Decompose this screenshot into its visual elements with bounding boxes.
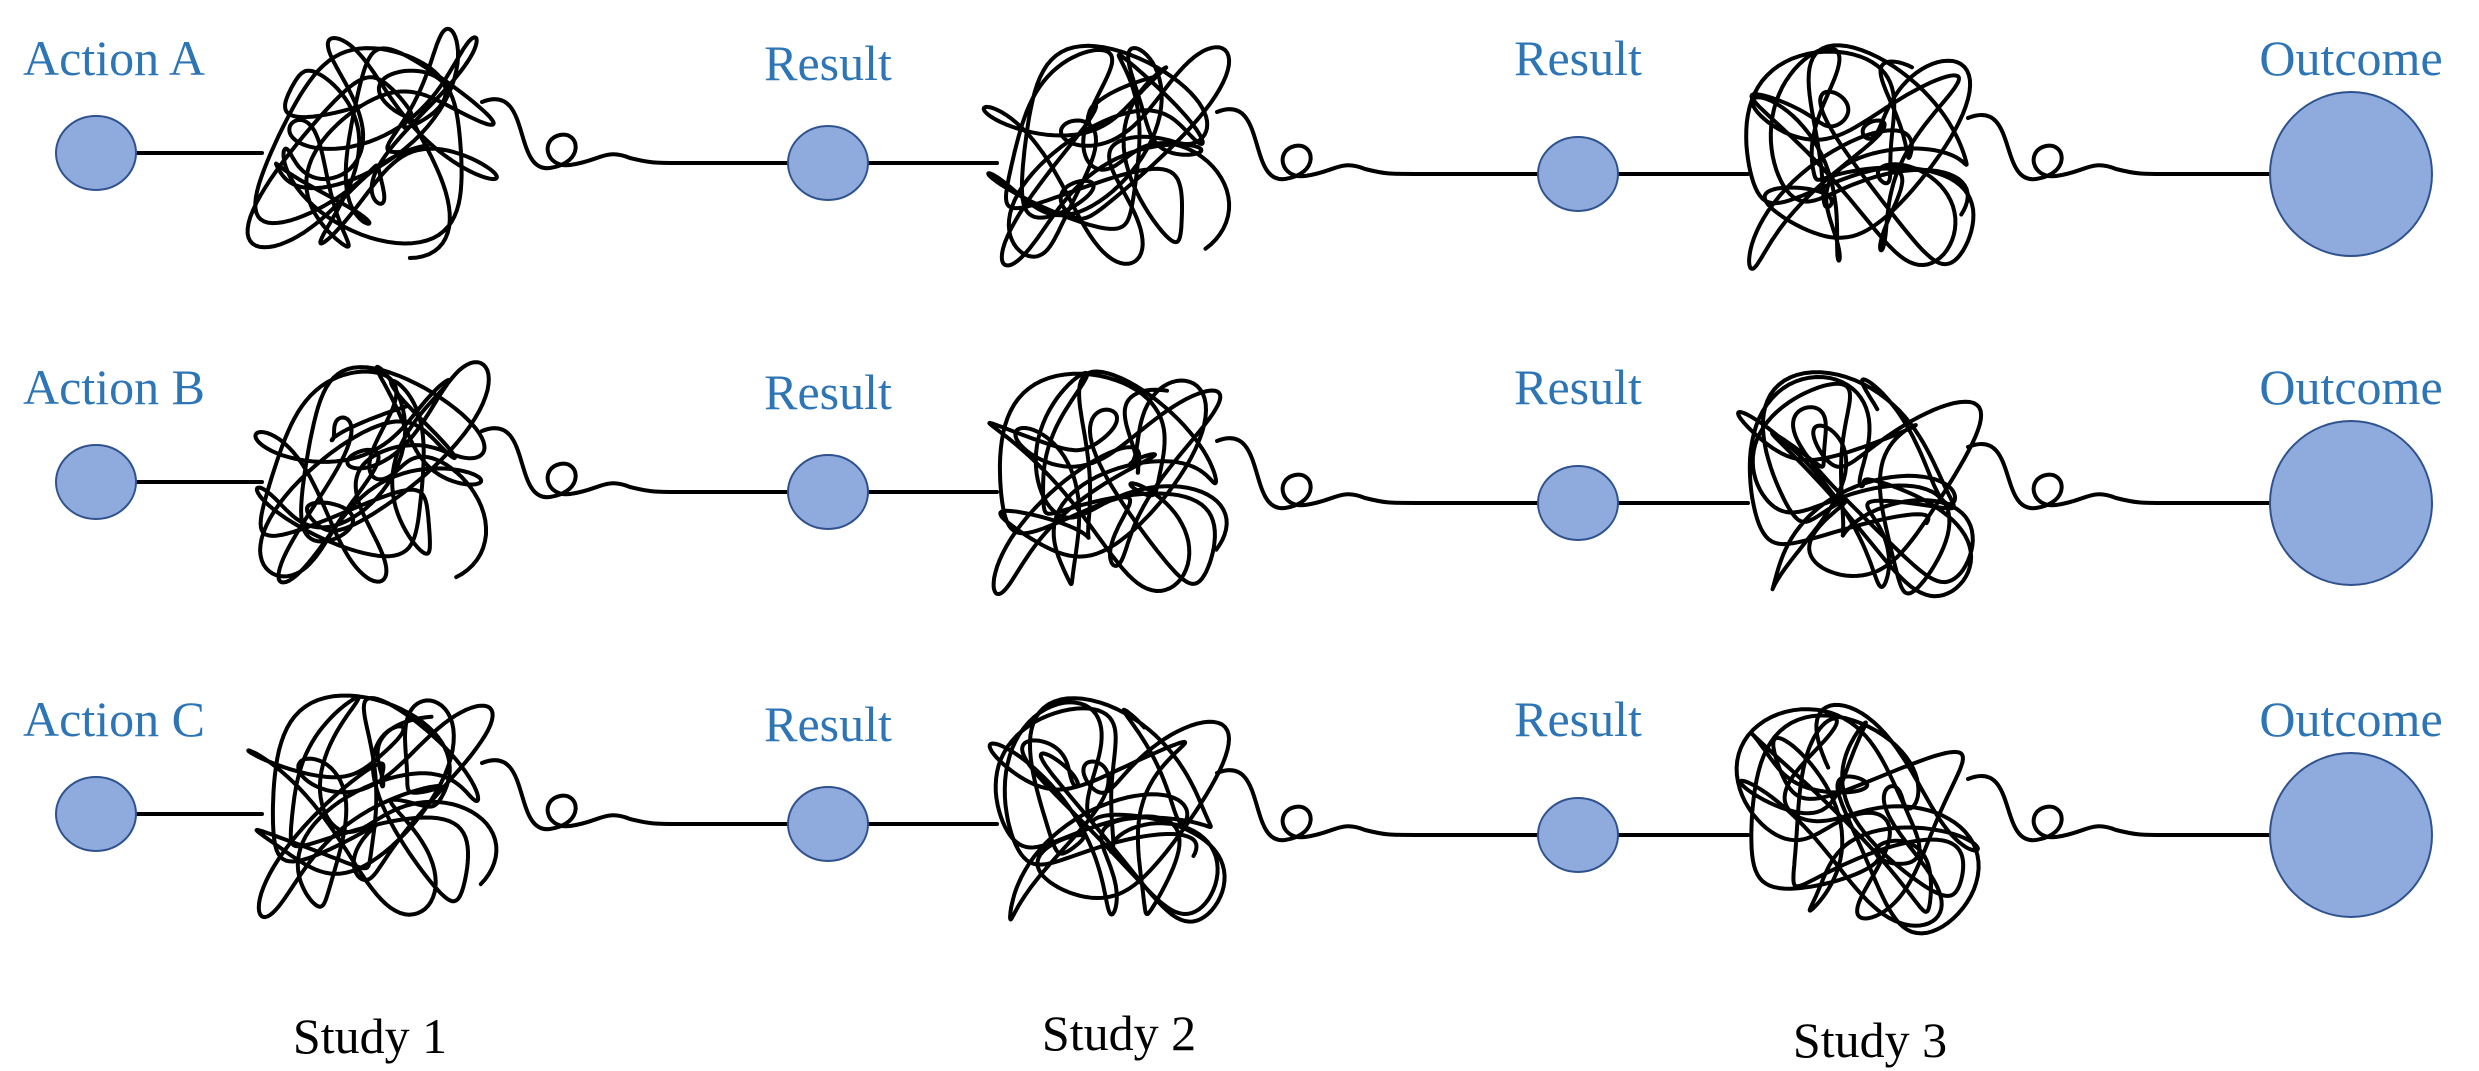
curl [1217,438,1538,508]
curl [1217,109,1538,179]
stage-label: Result [1514,359,1642,415]
tangle [1746,45,1973,268]
curl [1968,776,2270,840]
node [788,787,868,861]
outcome-node [2270,421,2432,585]
node [1538,466,1618,540]
stage-label: Result [1514,691,1642,747]
diagram: Action A Result Result Outcome Action B Resul… [0,0,2479,1071]
stage-label: Result [764,364,892,420]
curl [482,760,788,829]
stage-label: Outcome [2259,359,2442,415]
tangle [984,46,1229,266]
tangle [1738,372,1981,596]
tangle [989,372,1226,595]
stage-label: Outcome [2259,691,2442,747]
node [56,116,136,190]
stage-label: Outcome [2259,30,2442,86]
node [788,455,868,529]
curl [1968,115,2270,179]
tangle [990,698,1229,921]
node [1538,137,1618,211]
study-label: Study 3 [1793,1012,1947,1068]
node [1538,798,1618,872]
tangle [248,29,497,258]
curl [482,99,788,168]
study-label: Study 1 [293,1008,447,1064]
action-label: Action C [23,691,205,747]
stage-label: Result [1514,30,1642,86]
node [56,777,136,851]
node [56,445,136,519]
outcome-node [2270,753,2432,917]
stage-label: Result [764,696,892,752]
action-label: Action A [23,30,205,86]
curl [1217,770,1538,840]
node [788,126,868,200]
curl [482,428,788,497]
tangle [1737,705,1979,934]
stage-label: Result [764,35,892,91]
tangle [255,362,488,582]
action-label: Action B [23,359,205,415]
curl [1968,444,2270,508]
study-label: Study 2 [1042,1005,1196,1061]
outcome-node [2270,92,2432,256]
tangle [248,696,496,918]
